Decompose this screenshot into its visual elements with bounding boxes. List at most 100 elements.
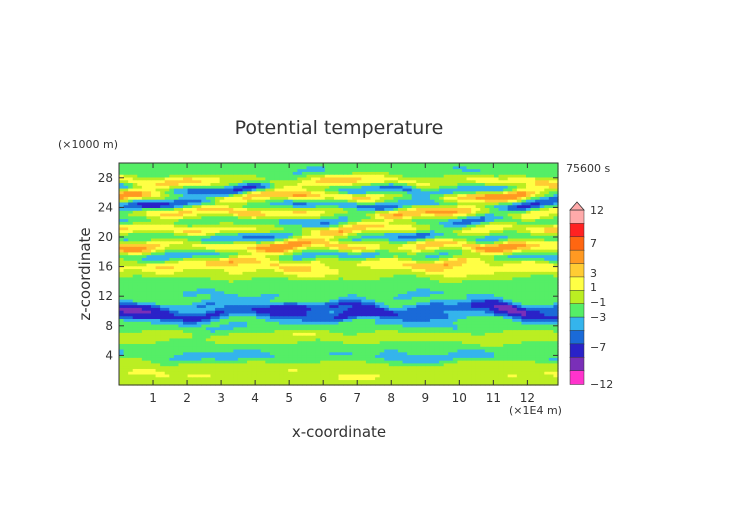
heatmap-cell — [146, 343, 152, 347]
heatmap-cell — [375, 343, 381, 347]
heatmap-cell — [525, 371, 532, 375]
heatmap-cell — [279, 274, 285, 278]
heatmap-cell — [466, 249, 472, 253]
heatmap-cell — [164, 298, 170, 303]
heatmap-cell — [251, 268, 257, 272]
heatmap-cell — [146, 301, 152, 306]
heatmap-cell — [329, 354, 335, 358]
heatmap-cell — [155, 346, 161, 350]
heatmap-cell — [466, 340, 472, 344]
heatmap-cell — [210, 243, 216, 247]
heatmap-cell — [411, 304, 417, 308]
heatmap-cell — [210, 293, 216, 297]
heatmap-cell — [361, 268, 367, 272]
heatmap-cell — [292, 307, 298, 311]
heatmap-cell — [544, 348, 550, 353]
heatmap-cell — [306, 357, 312, 361]
heatmap-cell — [297, 357, 303, 361]
heatmap-cell — [365, 332, 372, 336]
heatmap-cell — [192, 332, 198, 336]
heatmap-cell — [155, 282, 161, 286]
heatmap-cell — [493, 251, 500, 256]
heatmap-cell — [443, 337, 449, 342]
heatmap-cell — [443, 321, 449, 325]
heatmap-cell — [525, 357, 532, 361]
heatmap-cell — [407, 312, 413, 317]
heatmap-cell — [434, 362, 440, 367]
heatmap-cell — [192, 335, 198, 339]
heatmap-cell — [347, 276, 353, 281]
heatmap-cell — [425, 246, 431, 250]
heatmap-cell — [260, 271, 266, 275]
heatmap-cell — [402, 329, 408, 333]
heatmap-cell — [219, 315, 225, 320]
heatmap-cell — [379, 257, 385, 261]
heatmap-cell — [333, 340, 340, 344]
heatmap-cell — [169, 276, 175, 281]
heatmap-cell — [173, 268, 180, 272]
heatmap-cell — [311, 260, 317, 264]
heatmap-cell — [260, 332, 266, 336]
heatmap-cell — [471, 329, 477, 333]
heatmap-cell — [484, 354, 490, 358]
heatmap-cell — [288, 360, 294, 364]
heatmap-cell — [237, 246, 244, 250]
heatmap-cell — [187, 249, 193, 253]
heatmap-cell — [553, 254, 559, 258]
heatmap-cell — [516, 290, 523, 295]
heatmap-cell — [219, 360, 225, 364]
heatmap-cell — [215, 285, 221, 289]
heatmap-cell — [384, 365, 390, 369]
heatmap-cell — [521, 332, 527, 336]
heatmap-cell — [493, 326, 500, 331]
heatmap-cell — [416, 382, 422, 386]
heatmap-cell — [356, 348, 362, 353]
heatmap-cell — [375, 310, 381, 314]
heatmap-cell — [288, 260, 294, 264]
heatmap-cell — [397, 368, 404, 372]
heatmap-cell — [448, 287, 454, 292]
heatmap-cell — [370, 279, 376, 283]
heatmap-cell — [388, 323, 394, 328]
heatmap-cell — [452, 249, 458, 253]
heatmap-cell — [388, 360, 394, 364]
heatmap-cell — [443, 304, 449, 308]
heatmap-cell — [132, 354, 138, 358]
heatmap-cell — [183, 262, 189, 267]
heatmap-cell — [242, 382, 248, 386]
heatmap-cell — [333, 365, 340, 369]
heatmap-cell — [402, 276, 408, 281]
heatmap-cell — [155, 276, 161, 281]
heatmap-cell — [233, 332, 239, 336]
heatmap-cell — [361, 332, 367, 336]
heatmap-cell — [503, 290, 509, 295]
heatmap-cell — [416, 282, 422, 286]
heatmap-cell — [187, 298, 193, 303]
heatmap-cell — [333, 357, 340, 361]
heatmap-cell — [256, 354, 262, 358]
heatmap-cell — [375, 360, 381, 364]
heatmap-cell — [480, 354, 486, 358]
heatmap-cell — [384, 287, 390, 292]
heatmap-cell — [283, 326, 289, 331]
heatmap-cell — [274, 340, 280, 344]
heatmap-cell — [493, 301, 500, 306]
heatmap-cell — [169, 240, 175, 245]
heatmap-cell — [132, 337, 138, 342]
heatmap-cell — [498, 379, 504, 383]
heatmap-cell — [388, 265, 394, 270]
heatmap-cell — [443, 307, 449, 311]
heatmap-cell — [219, 343, 225, 347]
heatmap-cell — [173, 337, 180, 342]
heatmap-cell — [320, 249, 326, 253]
heatmap-cell — [315, 382, 321, 386]
heatmap-cell — [205, 310, 212, 314]
heatmap-cell — [242, 251, 248, 256]
heatmap-cell — [443, 271, 449, 275]
heatmap-cell — [288, 351, 294, 356]
heatmap-cell — [247, 326, 253, 331]
heatmap-cell — [187, 301, 193, 306]
heatmap-cell — [260, 268, 266, 272]
heatmap-cell — [132, 285, 138, 289]
